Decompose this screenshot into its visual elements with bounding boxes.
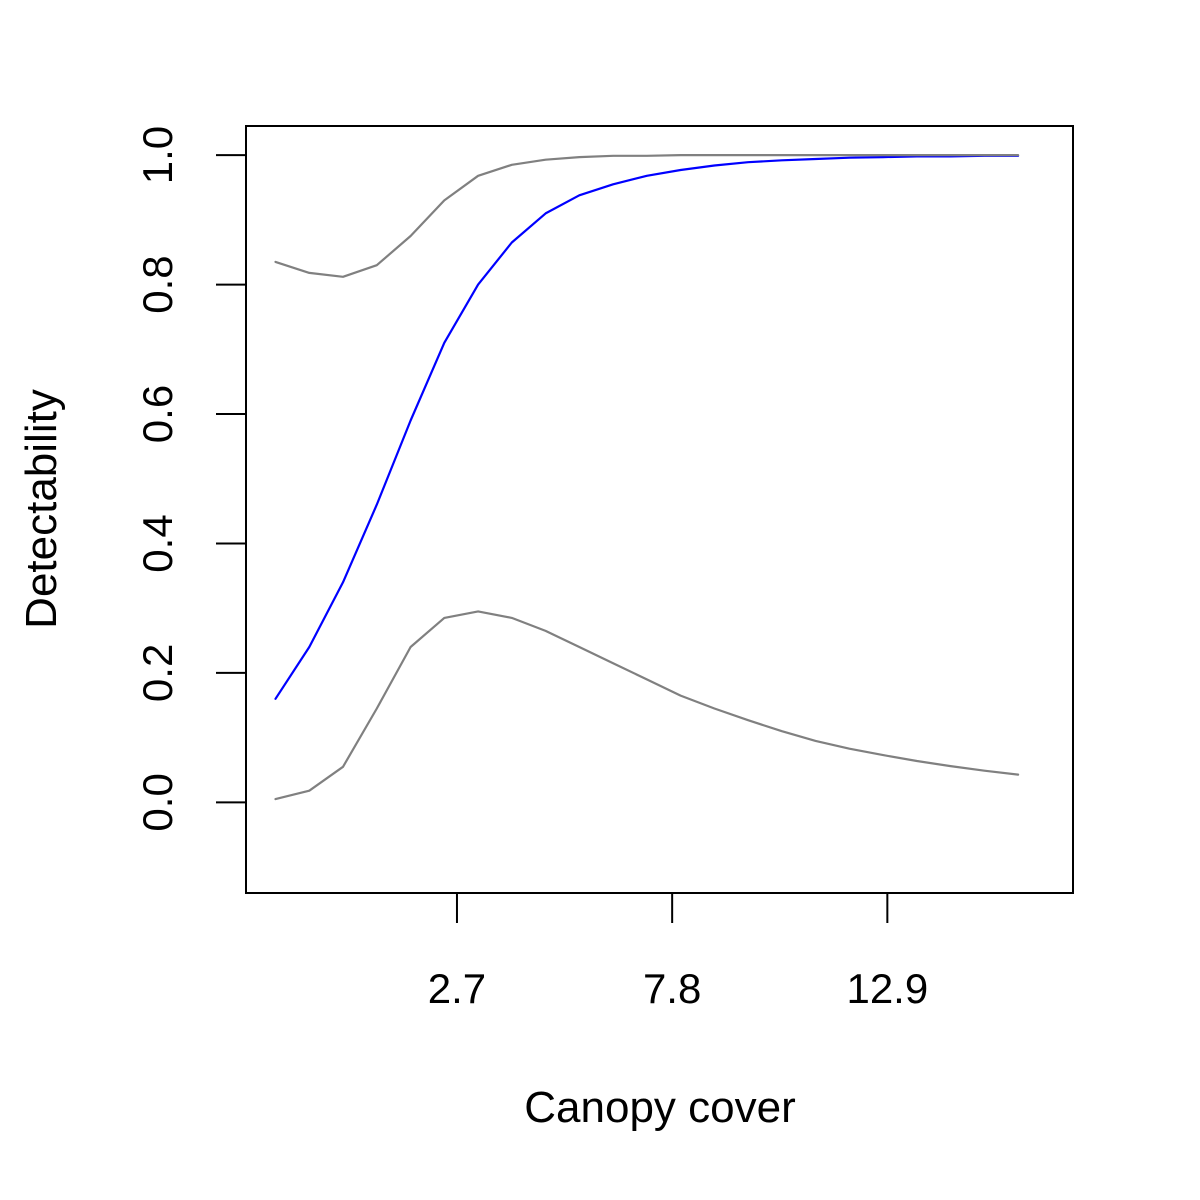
y-tick-label: 0.4 — [134, 514, 181, 572]
series-line-1 — [274, 154, 1020, 278]
plot-frame — [245, 125, 1074, 894]
x-tick-label: 12.9 — [846, 965, 928, 1012]
x-axis: 2.7 7.8 12.9 — [428, 893, 928, 1012]
y-axis: 0.0 0.2 0.4 0.6 0.8 1.0 — [134, 126, 246, 832]
x-axis-title: Canopy cover — [524, 1083, 795, 1132]
y-tick-label: 0.8 — [134, 255, 181, 313]
y-tick-label: 0.2 — [134, 644, 181, 702]
series-line-2 — [274, 610, 1020, 801]
series-line-0 — [274, 154, 1020, 700]
x-tick-label: 7.8 — [643, 965, 701, 1012]
y-tick-label: 1.0 — [134, 126, 181, 184]
x-tick-label: 2.7 — [428, 965, 486, 1012]
y-tick-label: 0.6 — [134, 385, 181, 443]
series-layer — [274, 154, 1020, 801]
y-axis-title: Detectability — [17, 389, 66, 629]
y-tick-label: 0.0 — [134, 773, 181, 831]
